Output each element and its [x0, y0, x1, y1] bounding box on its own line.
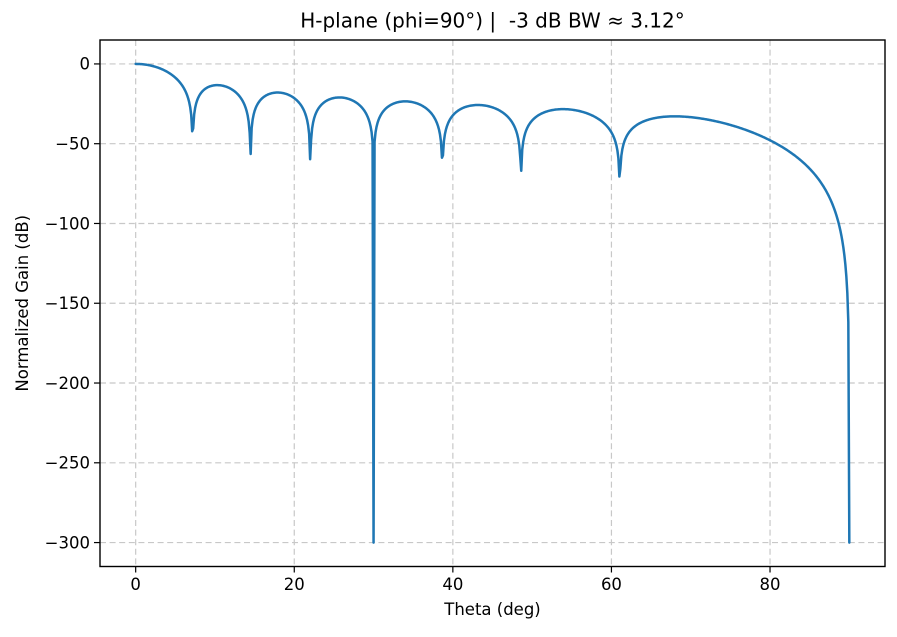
y-tick-label: −250 [45, 454, 90, 473]
x-ticks [135, 566, 771, 573]
x-tick-label: 20 [284, 575, 305, 594]
gain-curve [134, 62, 851, 544]
y-axis-label: Normalized Gain (dB) [13, 215, 32, 392]
y-ticks [94, 63, 100, 544]
chart-title: H-plane (phi=90°) | -3 dB BW ≈ 3.12° [300, 9, 685, 33]
x-axis-label: Theta (deg) [443, 600, 541, 619]
grid-y [100, 63, 885, 544]
y-tick-label: 0 [80, 55, 91, 74]
x-tick-label: 80 [760, 575, 781, 594]
grid-x [135, 40, 771, 567]
y-tick-labels: 0 −50 −100 −150 −200 −250 −300 [45, 55, 90, 553]
x-tick-label: 60 [601, 575, 622, 594]
y-tick-label: −150 [45, 294, 90, 313]
y-tick-label: −50 [55, 135, 90, 154]
x-tick-label: 40 [442, 575, 463, 594]
x-tick-label: 0 [130, 575, 141, 594]
y-tick-label: −200 [45, 374, 90, 393]
y-tick-label: −100 [45, 214, 90, 233]
x-tick-labels: 0 20 40 60 80 [130, 575, 780, 594]
y-tick-label: −300 [45, 533, 90, 552]
